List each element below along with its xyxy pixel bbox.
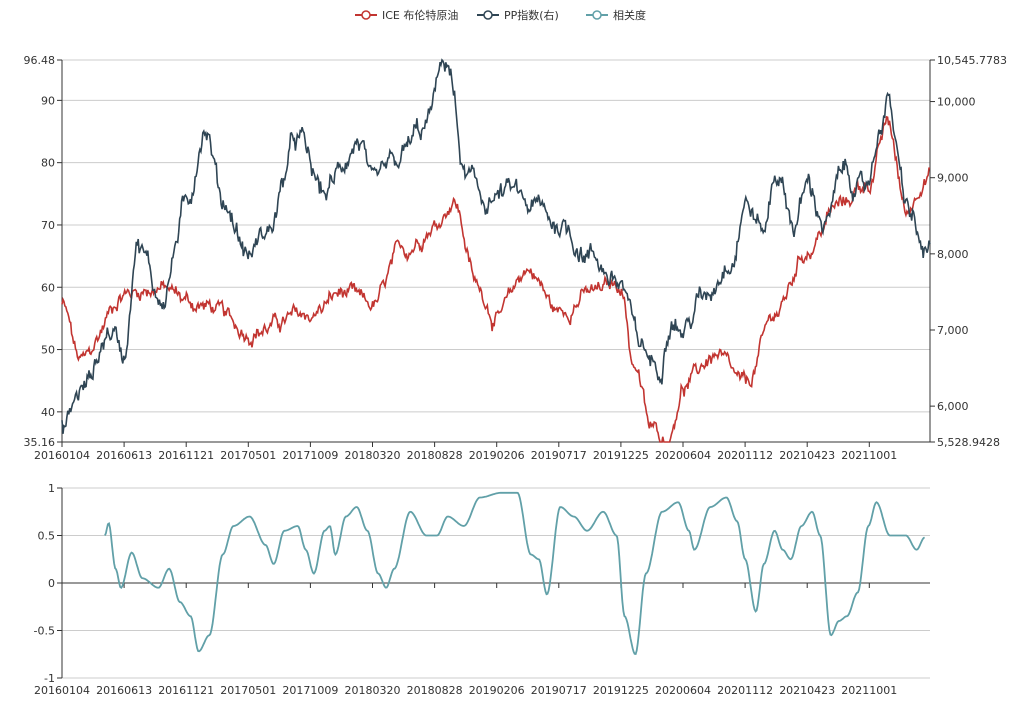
legend-circle-marker bbox=[483, 10, 493, 20]
right-y-tick-label: 6,000 bbox=[937, 400, 969, 413]
bottom-y-tick-label: -0.5 bbox=[34, 625, 55, 638]
right-y-tick-label: 5,528.9428 bbox=[937, 436, 1000, 449]
legend-item-3[interactable]: 相关度 bbox=[586, 8, 646, 22]
right-y-tick-label: 7,000 bbox=[937, 324, 969, 337]
x-tick-label: 20201112 bbox=[717, 449, 773, 462]
bottom-x-tick-label: 20200604 bbox=[655, 684, 711, 697]
x-tick-label: 20190717 bbox=[531, 449, 587, 462]
x-tick-label: 20191225 bbox=[593, 449, 649, 462]
right-y-tick-label: 9,000 bbox=[937, 172, 969, 185]
x-tick-label: 20160104 bbox=[34, 449, 90, 462]
x-tick-label: 20171009 bbox=[282, 449, 338, 462]
bottom-x-tick-label: 20160104 bbox=[34, 684, 90, 697]
bottom-chart-grid bbox=[62, 487, 930, 679]
bottom-x-tick-label: 20180828 bbox=[407, 684, 463, 697]
x-tick-label: 20170501 bbox=[220, 449, 276, 462]
legend-label: ICE 布伦特原油 bbox=[382, 8, 458, 22]
bottom-x-tick-label: 20190717 bbox=[531, 684, 587, 697]
series-line-pp-index[interactable] bbox=[61, 58, 931, 434]
bottom-x-tick-label: 20160613 bbox=[96, 684, 152, 697]
legend-circle-marker bbox=[592, 10, 602, 20]
right-y-tick-label: 10,000 bbox=[937, 96, 976, 109]
left-y-tick-label: 96.48 bbox=[24, 54, 56, 67]
bottom-x-tick-label: 20201112 bbox=[717, 684, 773, 697]
bottom-y-tick-label: 0.5 bbox=[38, 530, 56, 543]
legend-label: PP指数(右) bbox=[504, 8, 559, 22]
legend[interactable]: ICE 布伦特原油 PP指数(右) 相关度 bbox=[355, 8, 646, 22]
right-y-tick-label: 10,545.7783 bbox=[937, 54, 1007, 67]
x-tick-label: 20211001 bbox=[841, 449, 897, 462]
series-line-brent[interactable] bbox=[61, 115, 931, 443]
x-tick-label: 20190206 bbox=[469, 449, 525, 462]
right-y-tick-label: 8,000 bbox=[937, 248, 969, 261]
left-y-tick-label: 35.16 bbox=[24, 436, 56, 449]
left-y-tick-label: 50 bbox=[41, 344, 55, 357]
bottom-y-tick-label: 1 bbox=[48, 482, 55, 495]
left-y-tick-label: 80 bbox=[41, 157, 55, 170]
legend-label: 相关度 bbox=[613, 8, 646, 22]
legend-circle-marker bbox=[361, 10, 371, 20]
bottom-y-tick-label: 0 bbox=[48, 577, 55, 590]
bottom-x-tick-label: 20190206 bbox=[469, 684, 525, 697]
bottom-x-tick-label: 20191225 bbox=[593, 684, 649, 697]
x-tick-label: 20180320 bbox=[345, 449, 401, 462]
top-chart-lines[interactable] bbox=[61, 58, 931, 443]
bottom-x-tick-label: 20161121 bbox=[158, 684, 214, 697]
bottom-x-tick-label: 20210423 bbox=[779, 684, 835, 697]
legend-item-2[interactable]: PP指数(右) bbox=[477, 8, 559, 22]
left-y-tick-label: 70 bbox=[41, 219, 55, 232]
x-tick-label: 20161121 bbox=[158, 449, 214, 462]
x-tick-label: 20210423 bbox=[779, 449, 835, 462]
top-chart-grid bbox=[62, 59, 930, 443]
top-chart-axes: 96.48 90 80 70 60 50 40 35.16 10,545.7783 10,000 9… bbox=[24, 54, 1007, 462]
x-tick-label: 20180828 bbox=[407, 449, 463, 462]
x-tick-label: 20160613 bbox=[96, 449, 152, 462]
left-y-tick-label: 90 bbox=[41, 94, 55, 107]
series-line-correlation[interactable] bbox=[104, 491, 926, 656]
bottom-x-tick-label: 20211001 bbox=[841, 684, 897, 697]
left-y-tick-label: 40 bbox=[41, 406, 55, 419]
left-y-tick-label: 60 bbox=[41, 281, 55, 294]
x-tick-label: 20200604 bbox=[655, 449, 711, 462]
bottom-y-tick-label: -1 bbox=[44, 672, 55, 685]
bottom-chart-lines[interactable] bbox=[104, 491, 926, 656]
bottom-x-tick-label: 20171009 bbox=[282, 684, 338, 697]
legend-item-1[interactable]: ICE 布伦特原油 bbox=[355, 8, 458, 22]
bottom-x-tick-label: 20170501 bbox=[220, 684, 276, 697]
bottom-x-tick-label: 20180320 bbox=[345, 684, 401, 697]
